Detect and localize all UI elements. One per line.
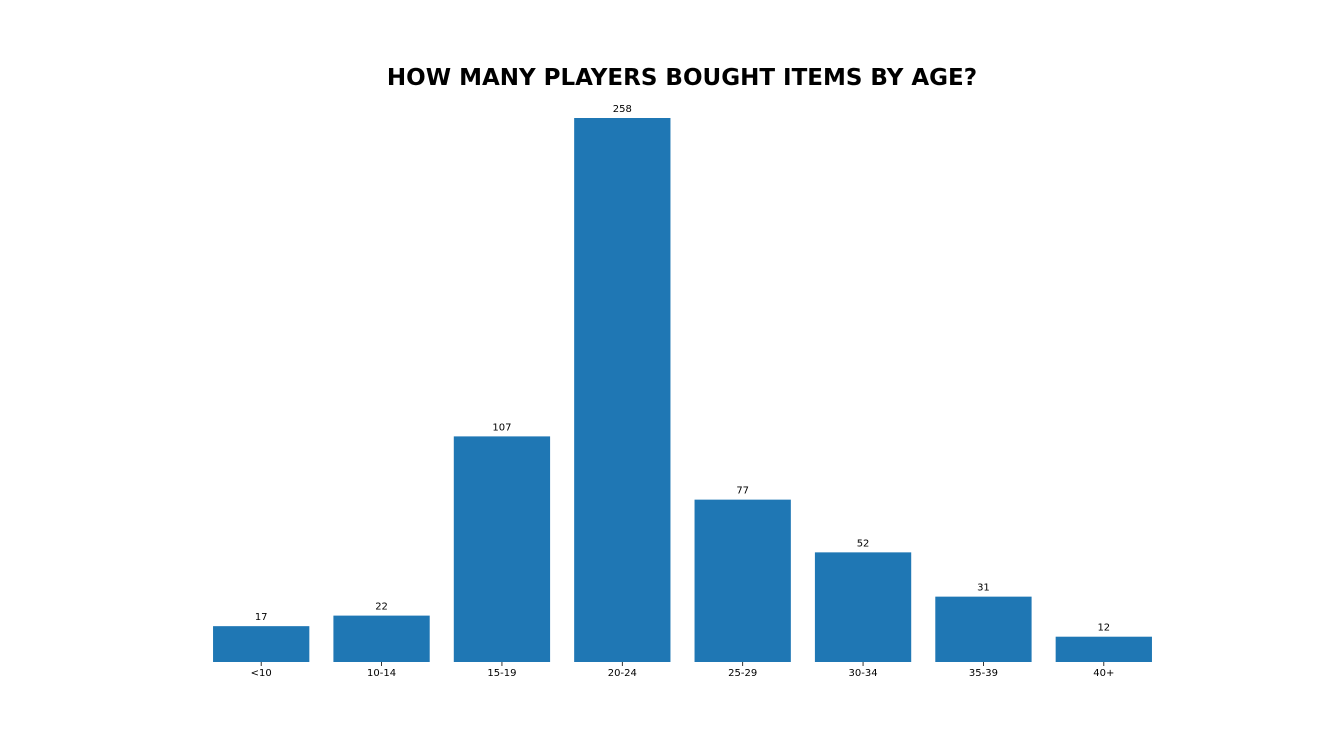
bars-group bbox=[213, 118, 1152, 662]
bar-value-label: 77 bbox=[736, 486, 749, 497]
bar-value-label: 17 bbox=[255, 612, 268, 623]
bar-value-label: 22 bbox=[375, 602, 388, 613]
bar-value-label: 258 bbox=[613, 104, 632, 115]
bar bbox=[333, 615, 430, 662]
bar bbox=[453, 436, 551, 662]
x-tick-label: 30-34 bbox=[849, 668, 878, 679]
bar bbox=[694, 499, 791, 662]
x-tick-label: 35-39 bbox=[969, 668, 998, 679]
bar bbox=[814, 552, 912, 662]
x-tick-label: 10-14 bbox=[367, 668, 396, 679]
bar bbox=[213, 626, 310, 662]
x-tick-label: <10 bbox=[251, 668, 272, 679]
x-axis-ticks-group: <10 10-14 15-19 20-24 25-29 30-34 35-39 40+ bbox=[251, 662, 1114, 679]
bar bbox=[935, 596, 1032, 662]
x-tick-label: 20-24 bbox=[608, 668, 637, 679]
x-tick-label: 40+ bbox=[1093, 668, 1114, 679]
bar bbox=[1055, 636, 1152, 662]
chart-title: HOW MANY PLAYERS BOUGHT ITEMS BY AGE? bbox=[387, 65, 977, 91]
bar-value-label: 31 bbox=[977, 583, 990, 594]
bar-value-labels-group: 17 22 107 258 77 52 31 12 bbox=[255, 104, 1110, 634]
bar-value-label: 52 bbox=[857, 538, 870, 549]
bar bbox=[574, 118, 671, 662]
x-tick-label: 15-19 bbox=[487, 668, 516, 679]
bar-value-label: 12 bbox=[1097, 623, 1110, 634]
x-tick-label: 25-29 bbox=[728, 668, 757, 679]
bar-value-label: 107 bbox=[492, 422, 511, 433]
